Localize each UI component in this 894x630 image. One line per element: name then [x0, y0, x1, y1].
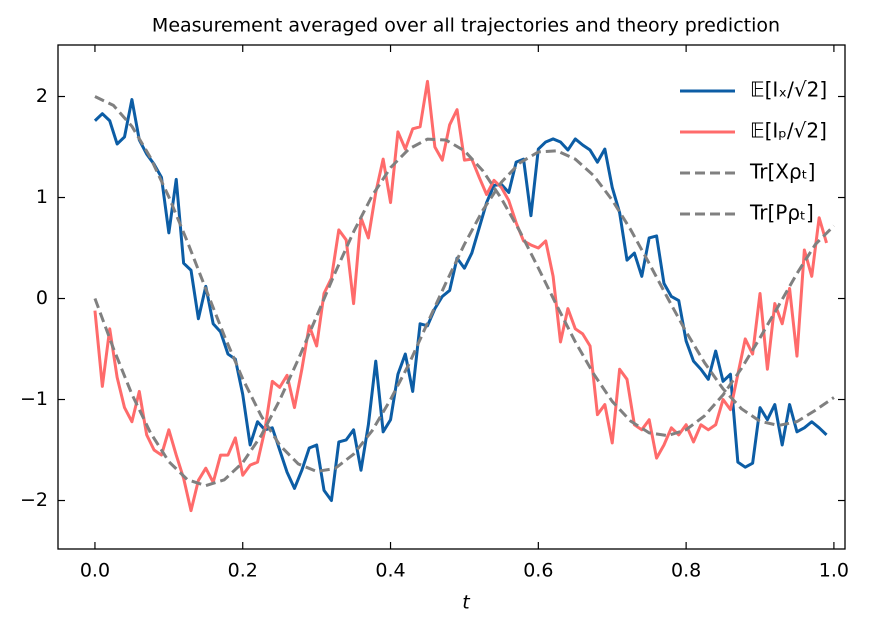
x-tick-label: 1.0 [819, 560, 849, 582]
plot-frame [57, 44, 846, 550]
y-tick-label: 1 [36, 186, 48, 208]
x-tick-label: 0.2 [228, 560, 258, 582]
data-line [93, 98, 828, 503]
data-line [93, 79, 828, 513]
legend-text: 𝔼[Iₓ/√2] [750, 78, 827, 102]
x-tick-label: 0.8 [671, 560, 701, 582]
chart-title: Measurement averaged over all trajectori… [152, 15, 780, 37]
data-line [94, 95, 835, 473]
y-tick-label: −2 [20, 489, 48, 511]
y-tick-label: −1 [20, 388, 48, 410]
y-tick-label: 0 [36, 287, 48, 309]
legend-text: Tr[Xρₜ] [749, 160, 815, 184]
legend-text: 𝔼[Iₚ/√2] [750, 119, 827, 143]
x-tick-label: 0.0 [80, 560, 110, 582]
legend-text: Tr[Pρₜ] [749, 201, 814, 225]
data-line [93, 137, 835, 488]
y-tick-label: 2 [36, 85, 48, 107]
x-tick-label: 0.4 [375, 560, 405, 582]
x-tick-label: 0.6 [523, 560, 553, 582]
x-axis-label: t [462, 592, 471, 614]
